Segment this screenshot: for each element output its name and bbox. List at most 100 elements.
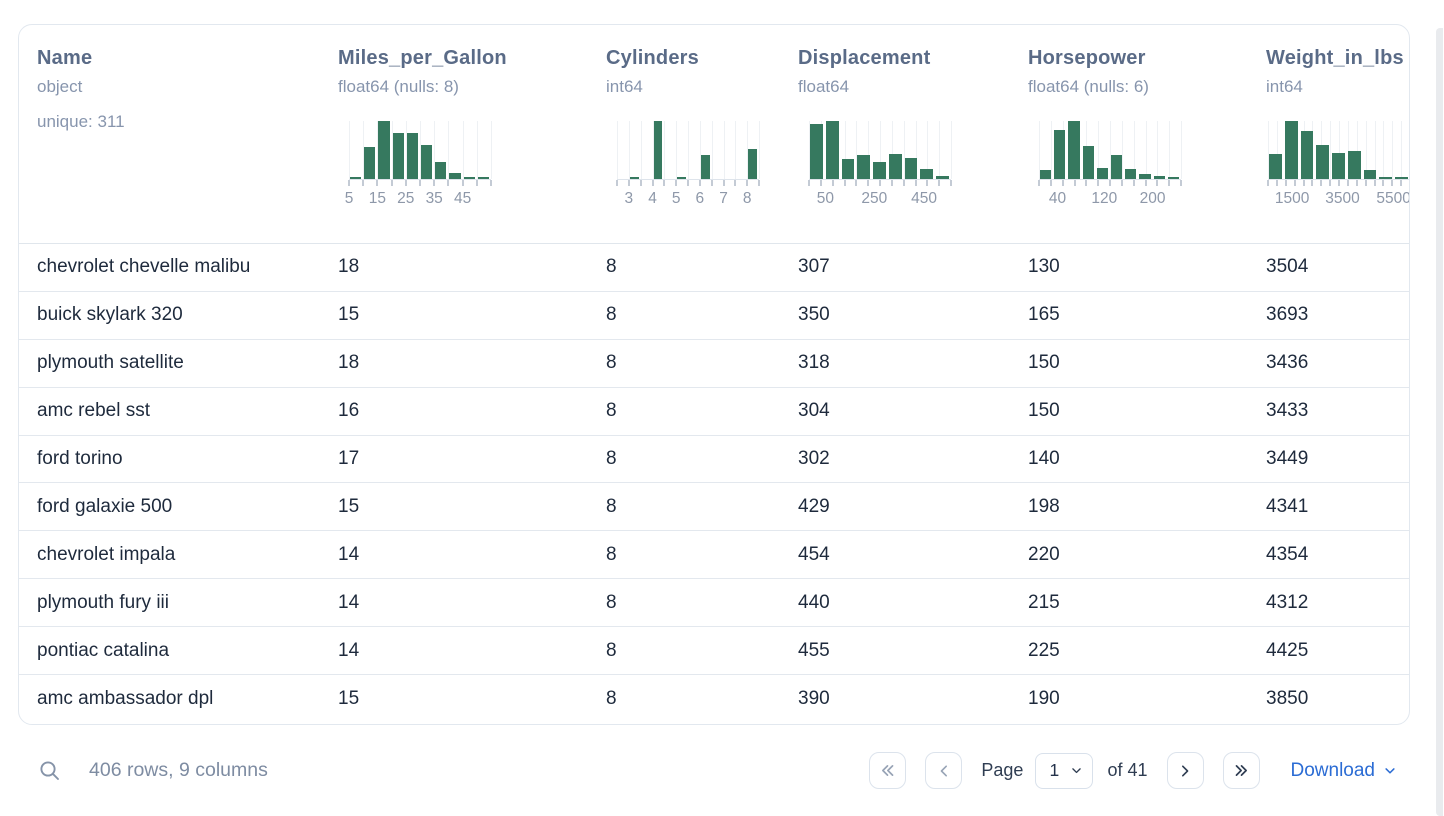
table-row: ford galaxie 500 15 8 429 198 4341: [19, 483, 1409, 532]
cell-value: 302: [798, 448, 830, 469]
cell-value: 3449: [1266, 448, 1309, 469]
cell-name: amc rebel sst: [37, 400, 150, 422]
table-row: buick skylark 320 15 8 350 165 3693: [19, 292, 1409, 340]
column-header-miles-per-gallon: Miles_per_Gallon float64 (nulls: 8) 5 15 2…: [338, 25, 606, 243]
column-header-weight-in-lbs: Weight_in_lbs int64 1500 3500 5500: [1266, 25, 1409, 243]
cell-value: 304: [798, 400, 830, 422]
download-label: Download: [1290, 759, 1376, 781]
cell-value: 8: [606, 639, 617, 661]
cell-value: 130: [1028, 256, 1060, 278]
cell-value: 3433: [1266, 400, 1309, 422]
cell-value: 307: [798, 256, 830, 278]
row-count-summary: 406 rows, 9 columns: [89, 759, 268, 781]
column-dtype: object: [37, 77, 83, 96]
cell-value: 454: [798, 543, 830, 565]
cell-value: 198: [1028, 495, 1060, 517]
column-title: Name: [37, 47, 93, 69]
column-dtype: float64 (nulls: 8): [338, 77, 459, 96]
table-header: Name object unique: 311 Miles_per_Gallon…: [19, 25, 1409, 244]
search-icon[interactable]: [38, 759, 62, 783]
cell-value: 3850: [1266, 687, 1309, 709]
cell-name: buick skylark 320: [37, 304, 183, 326]
chevrons-right-icon: [1235, 765, 1247, 776]
cell-name: amc ambassador dpl: [37, 687, 214, 709]
cell-value: 215: [1028, 591, 1060, 613]
page-select[interactable]: 1: [1035, 752, 1094, 789]
column-title: Horsepower: [1028, 47, 1146, 69]
cell-value: 150: [1028, 400, 1060, 422]
cell-value: 455: [798, 639, 830, 661]
download-button[interactable]: Download: [1291, 760, 1398, 782]
cell-value: 8: [606, 304, 617, 326]
cell-value: 350: [798, 304, 830, 326]
column-title: Miles_per_Gallon: [338, 47, 507, 69]
cell-value: 390: [798, 687, 830, 709]
cell-name: plymouth satellite: [37, 352, 184, 374]
cell-value: 18: [338, 352, 360, 374]
column-header-name: Name object unique: 311: [37, 25, 338, 243]
column-title: Cylinders: [606, 47, 699, 69]
cell-value: 3504: [1266, 256, 1309, 278]
column-header-horsepower: Horsepower float64 (nulls: 6) 40 120 200: [1028, 25, 1266, 243]
column-header-displacement: Displacement float64 50 250 450: [798, 25, 1028, 243]
table-row: pontiac catalina 14 8 455 225 4425: [19, 627, 1409, 676]
cell-value: 17: [338, 448, 360, 469]
pagination: Page 1 of 41 Download: [869, 752, 1397, 789]
column-unique-count: unique: 311: [37, 112, 125, 131]
cell-name: ford torino: [37, 448, 123, 469]
column-dtype: float64 (nulls: 6): [1028, 77, 1149, 96]
page-select-value: 1: [1049, 760, 1060, 780]
histogram-displacement: 50 250 450: [808, 121, 952, 209]
next-page-button[interactable]: [1166, 752, 1204, 789]
cell-value: 16: [338, 400, 360, 422]
cell-name: chevrolet impala: [37, 543, 176, 565]
chevrons-left-icon: [882, 765, 894, 776]
cell-value: 318: [798, 352, 830, 374]
histogram-weight-in-lbs: 1500 3500 5500: [1267, 121, 1409, 209]
cell-value: 3693: [1266, 304, 1309, 326]
column-title: Weight_in_lbs: [1266, 47, 1404, 69]
column-dtype: float64: [798, 77, 850, 96]
cell-value: 8: [606, 495, 617, 517]
cell-value: 15: [338, 687, 360, 709]
cell-value: 429: [798, 495, 830, 517]
footer: 406 rows, 9 columns Page 1 of 41: [0, 725, 1444, 816]
table-row: plymouth satellite 18 8 318 150 3436: [19, 340, 1409, 388]
cell-value: 220: [1028, 543, 1060, 565]
cell-value: 8: [606, 543, 617, 565]
cell-value: 18: [338, 256, 360, 278]
cell-name: pontiac catalina: [37, 639, 170, 661]
cell-value: 4354: [1266, 543, 1309, 565]
first-page-button[interactable]: [869, 752, 907, 789]
histogram-horsepower: 40 120 200: [1038, 121, 1182, 209]
footer-left: 406 rows, 9 columns: [38, 759, 268, 783]
cell-value: 14: [338, 543, 360, 565]
cell-value: 3436: [1266, 352, 1309, 374]
cell-value: 440: [798, 591, 830, 613]
cell-value: 225: [1028, 639, 1060, 661]
page-total-label: of 41: [1107, 760, 1148, 780]
cell-value: 14: [338, 639, 360, 661]
table-row: amc rebel sst 16 8 304 150 3433: [19, 388, 1409, 436]
page-label: Page: [981, 760, 1024, 780]
cell-value: 15: [338, 495, 360, 517]
cell-value: 4425: [1266, 639, 1309, 661]
cell-value: 4341: [1266, 495, 1309, 517]
last-page-button[interactable]: [1222, 752, 1260, 789]
cell-value: 190: [1028, 687, 1060, 709]
column-title: Displacement: [798, 47, 931, 69]
chevron-down-icon: [1072, 768, 1082, 774]
cell-value: 150: [1028, 352, 1060, 374]
table-row: plymouth fury iii 14 8 440 215 4312: [19, 579, 1409, 628]
chevron-down-icon: [1385, 767, 1395, 774]
vertical-scrollbar[interactable]: [1436, 28, 1443, 816]
cell-value: 8: [606, 448, 617, 469]
cell-value: 4312: [1266, 591, 1309, 613]
previous-page-button[interactable]: [925, 752, 963, 789]
table-row: amc ambassador dpl 15 8 390 190 3850: [19, 675, 1409, 723]
cell-name: chevrolet chevelle malibu: [37, 256, 251, 278]
cell-name: ford galaxie 500: [37, 495, 173, 517]
cell-value: 8: [606, 591, 617, 613]
